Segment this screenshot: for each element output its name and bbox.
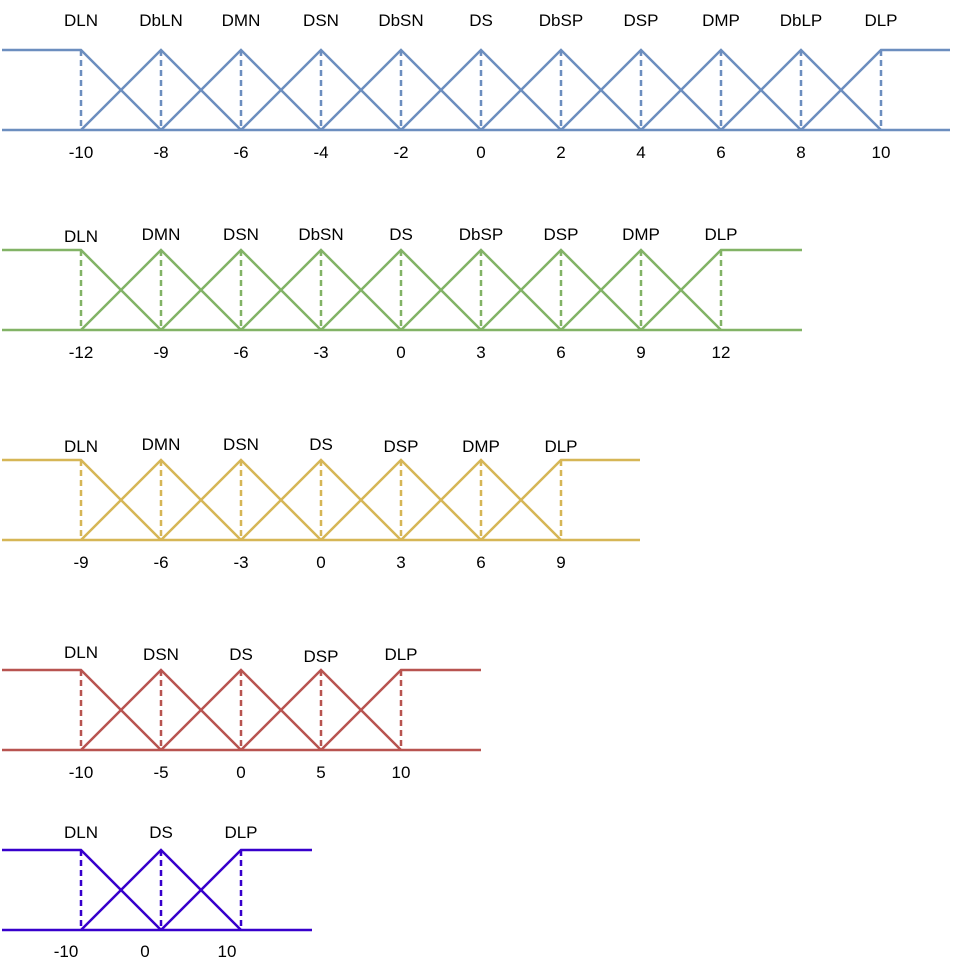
membership-row-2: DLN DMN DSN DbSN DS DbSP DSP DMP DLP -12 -9 -6 -3 0 3 6… [2, 225, 802, 362]
mf-label: DSP [384, 437, 419, 456]
tick-label: -6 [153, 553, 168, 572]
mf-label: DLN [64, 437, 98, 456]
tick-label: -6 [233, 343, 248, 362]
mf-label: DSP [544, 225, 579, 244]
tick-label: 4 [636, 143, 645, 162]
mf-label: DSN [223, 435, 259, 454]
mf-label: DbSN [378, 11, 423, 30]
mf-label: DMN [142, 225, 181, 244]
tick-label: -5 [153, 763, 168, 782]
mf-label: DLN [64, 11, 98, 30]
tick-label: -9 [153, 343, 168, 362]
mf-label: DS [469, 11, 493, 30]
membership-row-5: DLN DS DLP -10 0 10 [2, 823, 312, 961]
tick-label: -4 [313, 143, 328, 162]
tick-label: 3 [396, 553, 405, 572]
tick-label: 0 [316, 553, 325, 572]
tick-label: 10 [218, 942, 237, 961]
mf-label: DMN [142, 435, 181, 454]
tick-label: 9 [636, 343, 645, 362]
mf-label: DbSN [298, 225, 343, 244]
mf-label: DLP [384, 645, 417, 664]
membership-row-3: DLN DMN DSN DS DSP DMP DLP -9 -6 -3 0 3 6 9 [2, 435, 640, 572]
mf-label: DLP [224, 823, 257, 842]
tick-label: -6 [233, 143, 248, 162]
tick-label: 3 [476, 343, 485, 362]
mf-label: DSP [624, 11, 659, 30]
tick-label: 6 [716, 143, 725, 162]
mf-label: DbLP [780, 11, 823, 30]
mf-label: DbSP [539, 11, 583, 30]
mf-label: DSN [223, 225, 259, 244]
mf-label: DLP [544, 437, 577, 456]
tick-label: -8 [153, 143, 168, 162]
tick-label: 12 [712, 343, 731, 362]
mf-label: DSN [303, 11, 339, 30]
tick-label: -10 [69, 143, 94, 162]
mf-label: DLP [704, 225, 737, 244]
tick-label: -12 [69, 343, 94, 362]
tick-label: 9 [556, 553, 565, 572]
mf-label: DLN [64, 227, 98, 246]
mf-label: DMP [622, 225, 660, 244]
membership-row-4: DLN DSN DS DSP DLP -10 -5 0 5 10 [2, 643, 481, 782]
mf-label: DS [389, 225, 413, 244]
mf-label: DMP [702, 11, 740, 30]
mf-label: DSN [143, 645, 179, 664]
tick-label: 6 [476, 553, 485, 572]
tick-label: 5 [316, 763, 325, 782]
tick-label: -2 [393, 143, 408, 162]
mf-label: DMP [462, 437, 500, 456]
mf-dlp-shoulder [160, 848, 312, 931]
mf-label: DbLN [139, 11, 182, 30]
tick-label: -3 [233, 553, 248, 572]
tick-label: -3 [313, 343, 328, 362]
tick-label: 0 [140, 942, 149, 961]
tick-label: 6 [556, 343, 565, 362]
tick-label: 2 [556, 143, 565, 162]
mf-label: DLN [64, 823, 98, 842]
tick-label: 0 [236, 763, 245, 782]
mf-label: DSP [304, 647, 339, 666]
mf-label: DLP [864, 11, 897, 30]
mf-label: DS [229, 645, 253, 664]
tick-label: -9 [73, 553, 88, 572]
mf-label: DLN [64, 643, 98, 662]
tick-label: 8 [796, 143, 805, 162]
tick-label: 10 [872, 143, 891, 162]
tick-label: 10 [392, 763, 411, 782]
tick-label: -10 [54, 942, 79, 961]
mf-dlp-shoulder [800, 48, 950, 131]
mf-label: DMN [222, 11, 261, 30]
tick-label: 0 [476, 143, 485, 162]
mf-label: DS [149, 823, 173, 842]
mf-label: DbSP [459, 225, 503, 244]
tick-label: -10 [69, 763, 94, 782]
mf-label: DS [309, 435, 333, 454]
tick-label: 0 [396, 343, 405, 362]
membership-row-1: DLN DbLN DMN DSN DbSN DS DbSP DSP DMP DbLP DLP -10 -… [2, 11, 950, 162]
